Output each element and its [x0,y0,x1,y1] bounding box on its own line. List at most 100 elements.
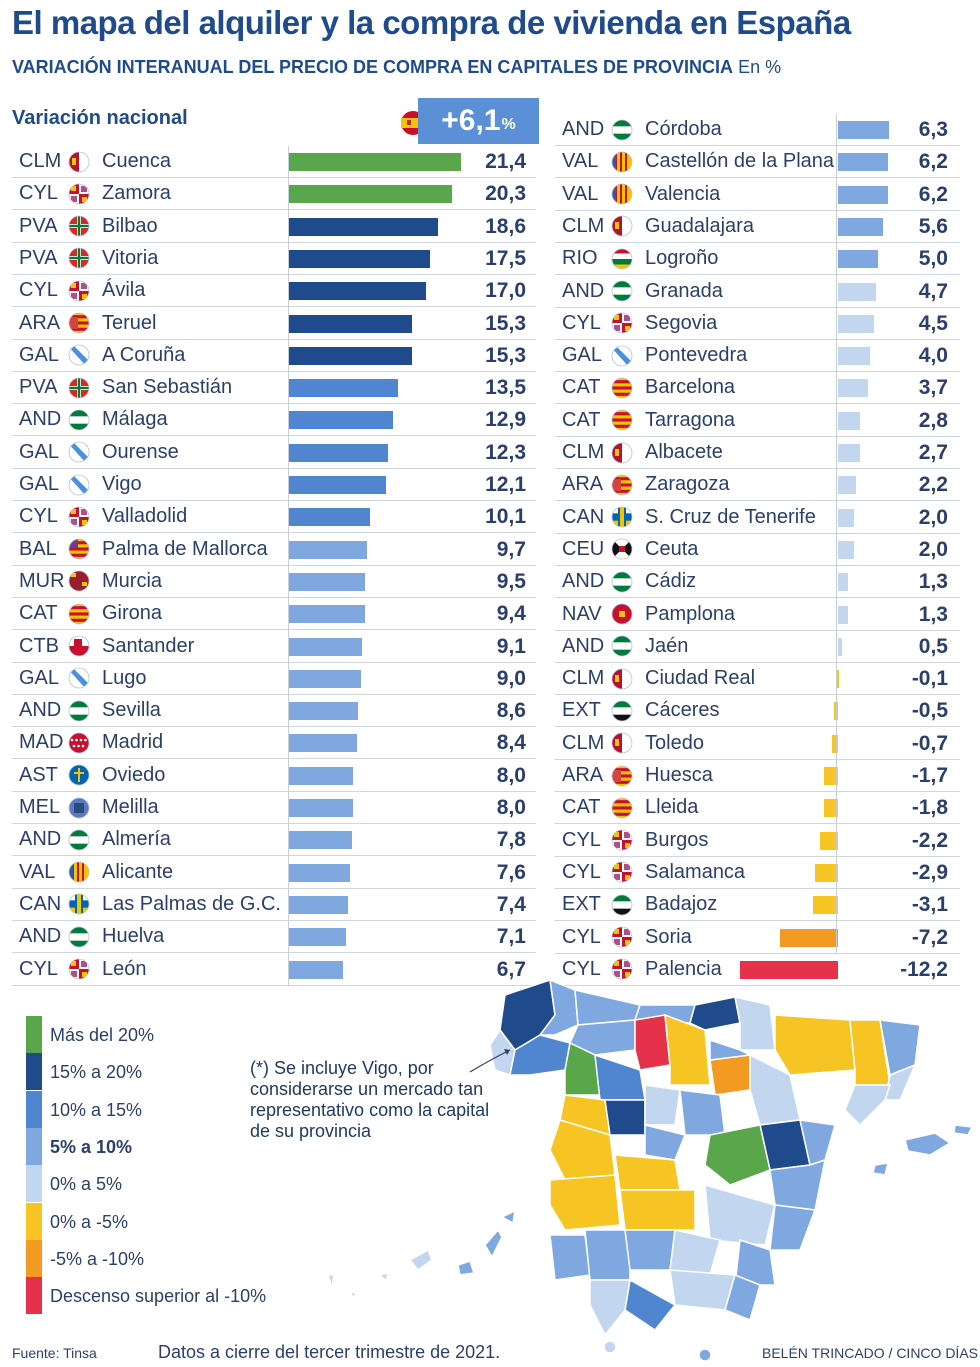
region-code: RIO [562,247,598,270]
ara-flag-icon [611,474,633,496]
region-code: NAV [562,602,602,625]
table-row: CYL Segovia [555,308,960,340]
city-name: Valladolid [102,505,188,528]
city-name: Valencia [645,182,721,205]
region-code: GAL [562,344,603,367]
region-flag [611,538,645,560]
city-name: Castellón de la Plana [645,150,835,173]
region-code: CYL [562,828,601,851]
value-label: 10,1 [485,505,526,529]
pva-flag-icon [68,215,90,237]
region-code: EXT [562,699,601,722]
legend-swatch [26,1165,42,1203]
city-name: Huelva [102,925,165,948]
region-code: CYL [19,182,58,205]
region-code: AND [562,570,605,593]
city-name: Vigo [102,473,142,495]
clm-flag-icon [68,151,90,172]
region-flag [68,570,102,592]
value-label: 4,5 [918,311,948,335]
cat-flag-icon [611,377,633,399]
region-code: CAN [19,892,62,915]
region-code: PVA [19,376,58,399]
bar-mark [823,799,838,818]
value-label: 7,8 [496,828,526,852]
legend-swatch [26,1277,42,1315]
value-label: 9,4 [496,602,526,626]
and-flag-icon [611,571,633,593]
region-flag [611,119,645,141]
gal-flag-icon [68,667,90,689]
table-row: MEL Melilla [12,792,536,824]
cyl-flag-icon [68,506,90,528]
legend-label: Más del 20% [50,1025,155,1045]
credit-label: BELÉN TRINCADO / CINCO DÍAS [762,1345,979,1361]
table-row: CYL Valladolid [12,501,536,534]
table-row: AND Málaga [12,404,536,437]
bar-mark [289,185,453,204]
clm-flag-icon [611,732,633,754]
legend-color [26,1016,42,1053]
table-row: MUR Murcia [12,566,536,598]
city-name: Huesca [645,764,713,786]
bar-mark [838,121,889,139]
legend-color [26,1239,42,1277]
city-name: Madrid [102,731,164,754]
region-code: CAN [562,505,605,528]
table-row: PVA Vitoria [12,243,536,275]
city-name: A Coruña [102,343,186,366]
value-label: 7,6 [496,860,526,884]
value-label: -0,5 [911,699,948,723]
legend-swatch [26,1239,42,1277]
city-name: Burgos [645,828,709,851]
region-flag [68,215,102,237]
table-row: CLM Albacete [555,437,960,469]
value-label: -0,7 [911,731,948,755]
value-label: 6,3 [918,118,948,141]
table-row: CYL Palencia [555,954,960,986]
value-label: -7,2 [911,925,948,949]
city-name: Zaragoza [645,473,730,496]
value-label: -12,2 [900,957,948,981]
pva-flag-icon [68,377,90,398]
region-code: BAL [19,537,57,560]
region-code: CLM [19,150,62,172]
region-code: CYL [562,860,601,883]
bar-mark [289,928,347,947]
region-code: CYL [562,925,601,948]
legend-swatch [26,1127,42,1165]
city-name: Teruel [102,311,157,334]
map-region-cadiz [589,1279,631,1337]
val-flag-icon [611,183,633,205]
city-name: Logroño [645,247,719,270]
region-code: MAD [19,731,64,754]
cyl-flag-icon [68,280,90,302]
table-row: GAL Ourense [12,437,536,469]
bar-mark [289,960,343,979]
value-label: 17,0 [485,279,526,303]
city-name: Jaén [645,634,689,657]
value-label: 12,1 [485,473,526,496]
map-region-palencia [634,1014,671,1071]
and-flag-icon [68,829,90,851]
bar-mark [838,605,849,624]
value-label: 9,7 [496,537,526,561]
bar-mark [289,249,430,268]
bar-mark [814,863,838,882]
value-label: 17,5 [485,246,526,270]
city-name: Las Palmas de G.C. [102,892,281,915]
value-label: -1,8 [911,796,948,820]
value-label: 12,3 [485,440,526,464]
region-flag [68,635,102,657]
table-row: GAL Pontevedra [555,340,960,373]
bar-mark [838,476,856,495]
bar-mark [838,347,871,366]
value-label: 15,3 [485,311,526,335]
table-row: CYL Salamanca [555,857,960,889]
region-code: MEL [19,796,61,818]
map-region-murcia [734,1238,776,1286]
value-label: 9,5 [496,569,526,593]
map-region-valencia [769,1158,826,1211]
bar-mark [289,282,426,301]
region-code: CLM [562,214,605,237]
